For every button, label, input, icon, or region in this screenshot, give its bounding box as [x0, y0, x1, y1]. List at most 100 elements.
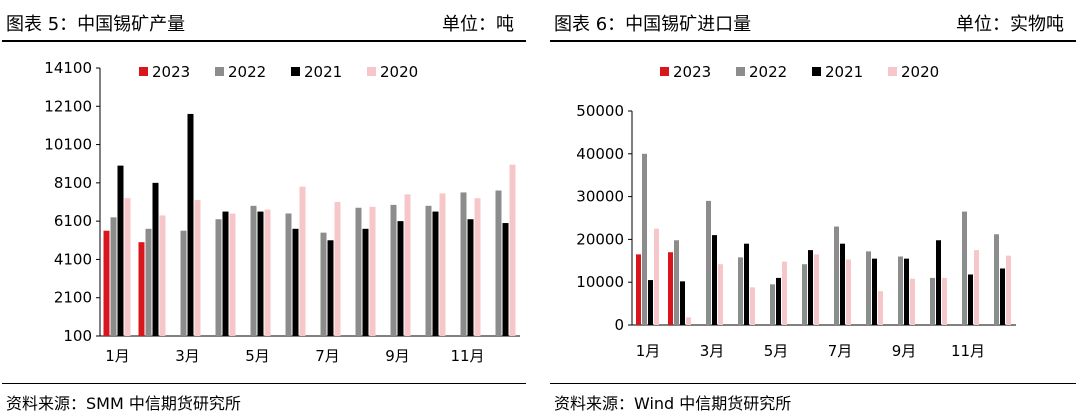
bar-2020-6月 [814, 254, 819, 325]
x-tick-label: 1月 [636, 342, 661, 360]
legend-swatch-2022 [215, 67, 224, 76]
bar-2022-4月 [215, 219, 222, 336]
bar-2023-2月 [668, 252, 673, 325]
x-tick-label: 5月 [764, 342, 789, 360]
bar-2022-3月 [706, 200, 711, 325]
legend-swatch-2022 [736, 67, 745, 76]
bar-2020-10月 [942, 277, 947, 325]
chart-panel-tin-ore-output: 图表 5：中国锡矿产量 单位：吨 100 2100 4100 6100 8100 1010… [0, 0, 530, 418]
legend-swatch-2023 [660, 67, 669, 76]
chart-title: 图表 5：中国锡矿产量 [6, 14, 186, 35]
source-note: 资料来源：Wind 中信期货研究所 [554, 394, 792, 413]
bar-2021-9月 [397, 221, 404, 336]
bar-2022-11月 [962, 211, 967, 325]
bar-2020-10月 [439, 193, 446, 336]
bar-2020-6月 [299, 186, 306, 336]
bar-2022-8月 [355, 207, 362, 336]
x-tick-label: 11月 [951, 342, 985, 360]
bar-2022-11月 [460, 192, 467, 336]
bar-2021-2月 [152, 182, 159, 336]
bar-2021-1月 [648, 280, 653, 325]
bar-2021-12月 [1000, 268, 1005, 325]
bar-2022-5月 [250, 205, 257, 336]
bar-2023-2月 [138, 242, 145, 336]
bar-2021-2月 [680, 281, 685, 325]
legend-label-2021: 2021 [304, 63, 342, 81]
x-tick-label: 3月 [700, 342, 725, 360]
bar-2021-5月 [257, 211, 264, 336]
bar-2020-9月 [404, 194, 411, 336]
x-tick-label: 7月 [315, 347, 340, 365]
legend-swatch-2021 [291, 67, 300, 76]
y-tick-label: 10000 [576, 273, 624, 291]
legend-swatch-2021 [812, 67, 821, 76]
bar-2020-12月 [1006, 255, 1011, 325]
source-rule [550, 383, 1076, 384]
bar-2021-7月 [327, 240, 334, 336]
bar-2020-3月 [194, 200, 201, 336]
y-tick-label: 8100 [54, 174, 92, 192]
bar-2020-5月 [782, 261, 787, 325]
x-tick-label: 1月 [105, 347, 130, 365]
bar-2020-7月 [334, 202, 341, 336]
bar-2022-4月 [738, 257, 743, 325]
bar-2021-10月 [936, 240, 941, 325]
bar-2020-9月 [910, 278, 915, 325]
chart-unit: 单位：吨 [442, 14, 514, 35]
bar-2022-7月 [834, 226, 839, 325]
bar-2022-1月 [642, 153, 647, 325]
bar-2023-1月 [636, 254, 641, 325]
bar-2022-5月 [770, 284, 775, 325]
y-tick-label: 30000 [576, 188, 624, 206]
bar-2023-1月 [103, 230, 110, 336]
bar-2022-9月 [390, 204, 397, 336]
chart-panel-tin-ore-imports: 图表 6：中国锡矿进口量 单位：实物吨 0 10000 20000 30000 4000… [548, 0, 1080, 418]
y-tick-label: 2100 [54, 289, 92, 307]
bar-2021-11月 [968, 274, 973, 325]
legend-label-2020: 2020 [901, 63, 939, 81]
source-rule [2, 383, 526, 384]
bar-2022-6月 [802, 264, 807, 325]
bar-chart-output: 100 2100 4100 6100 8100 10100 12100 14100 1月 3月 5月… [44, 59, 520, 365]
bar-2022-10月 [930, 277, 935, 325]
y-tick-label: 14100 [44, 59, 92, 77]
bar-chart-imports: 0 10000 20000 30000 40000 50000 1月 3月 5月 7月 9月 11月 2… [576, 63, 1016, 360]
y-tick-label: 40000 [576, 145, 624, 163]
chart-header: 图表 5：中国锡矿产量 单位：吨 [2, 8, 522, 36]
bar-2020-2月 [686, 317, 691, 325]
y-tick-label: 100 [63, 327, 92, 345]
y-tick-label: 6100 [54, 212, 92, 230]
bar-2022-7月 [320, 232, 327, 336]
chart-title: 图表 6：中国锡矿进口量 [554, 14, 752, 35]
bar-2020-5月 [264, 209, 271, 336]
legend-label-2023: 2023 [152, 63, 190, 81]
legend-label-2021: 2021 [825, 63, 863, 81]
bar-2020-8月 [878, 291, 883, 325]
y-tick-label: 0 [614, 316, 624, 334]
x-tick-label: 9月 [385, 347, 410, 365]
bar-2022-3月 [180, 230, 187, 336]
y-tick-label: 20000 [576, 230, 624, 248]
legend-swatch-2023 [139, 67, 148, 76]
bar-2021-5月 [776, 277, 781, 325]
bar-2020-1月 [124, 198, 131, 336]
header-rule [2, 40, 526, 42]
chart-unit: 单位：实物吨 [956, 14, 1064, 35]
legend-label-2022: 2022 [749, 63, 787, 81]
legend-label-2023: 2023 [673, 63, 711, 81]
x-tick-label: 3月 [175, 347, 200, 365]
bar-2022-6月 [285, 213, 292, 336]
bar-2020-2月 [159, 215, 166, 336]
source-note: 资料来源：SMM 中信期货研究所 [6, 394, 241, 413]
bar-2022-2月 [145, 228, 152, 336]
bar-2021-8月 [362, 228, 369, 336]
bar-2021-4月 [744, 243, 749, 325]
x-tick-label: 11月 [450, 347, 484, 365]
bar-2021-10月 [432, 211, 439, 336]
bar-2020-11月 [474, 198, 481, 336]
bar-2020-4月 [229, 213, 236, 336]
bar-2020-7月 [846, 259, 851, 325]
x-tick-label: 7月 [828, 342, 853, 360]
bar-2022-2月 [674, 240, 679, 325]
bar-2021-6月 [292, 228, 299, 336]
